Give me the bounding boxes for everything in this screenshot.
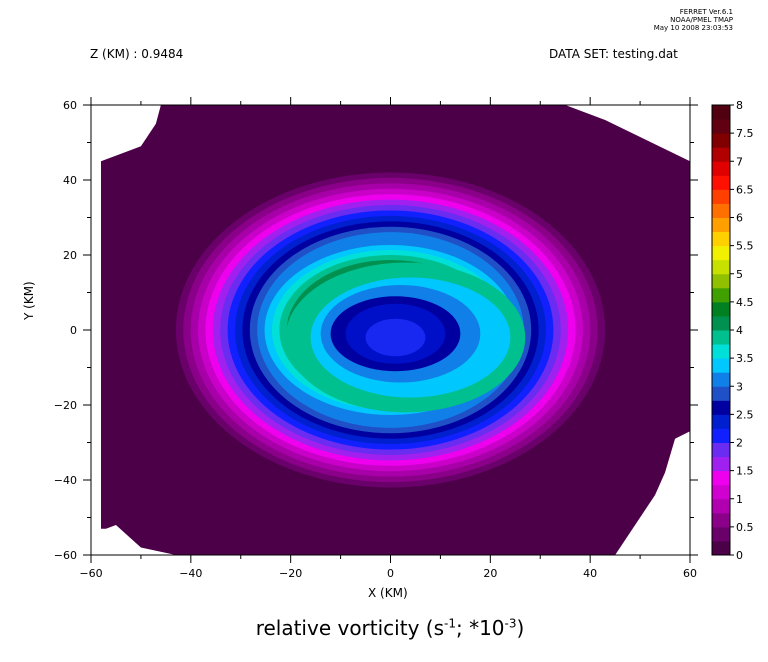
colorbar-cell [712,175,730,190]
colorbar-cell [712,386,730,401]
colorbar-label: 2 [736,437,743,450]
x-tick-label: 20 [483,567,497,580]
colorbar-cell [712,470,730,486]
colorbar-cell [712,189,730,204]
colorbar-cell [712,526,730,542]
colorbar-label: 1 [736,493,743,506]
colorbar-cell [712,358,730,373]
title-exp-1: -1 [444,616,456,631]
colorbar-label: 7.5 [736,127,754,140]
colorbar-label: 3 [736,380,743,393]
colorbar-cell [712,287,730,303]
colorbar-label: 8 [736,99,743,112]
colorbar-label: 0.5 [736,521,754,534]
colorbar-cell [712,147,730,162]
colorbar-label: 6 [736,212,743,225]
dataset-label: DATA SET: testing.dat [549,47,678,61]
colorbar-label: 2.5 [736,408,754,421]
y-tick-label: 40 [63,174,77,187]
colorbar-cell [712,105,730,120]
colorbar-label: 5.5 [736,240,754,253]
colorbar-cell [712,133,730,148]
colorbar-cell [712,414,730,429]
colorbar-cell [712,540,730,556]
x-tick-label: 60 [683,567,697,580]
colorbar-cell [712,231,730,247]
colorbar-label: 7 [736,155,743,168]
colorbar-label: 6.5 [736,183,754,196]
colorbar-cell [712,400,730,415]
colorbar-cell [712,372,730,387]
ferret-stamp: FERRET Ver.6.1 NOAA/PMEL TMAP May 10 200… [654,8,733,32]
colorbar-cell [712,217,730,233]
colorbar-label: 3.5 [736,352,754,365]
title-mid: ; *10 [455,616,505,640]
colorbar-cell [712,259,730,275]
colorbar-label: 5 [736,268,743,281]
title-exp-2: -3 [504,616,517,631]
colorbar-label: 1.5 [736,465,754,478]
colorbar-cell [712,203,730,218]
chart-title: relative vorticity (s-1; *10-3) [0,616,768,640]
colorbar-cell [712,330,730,345]
x-tick-label: −40 [179,567,202,580]
colorbar-cell [712,315,730,331]
y-axis-label: Y (KM) [22,281,36,320]
stamp-line-1: FERRET Ver.6.1 [679,8,733,16]
colorbar-label: 0 [736,549,743,562]
colorbar-cell [712,484,730,500]
colorbar-label: 4.5 [736,296,754,309]
y-tick-label: 60 [63,99,77,112]
title-units-base: (s [425,616,445,640]
y-tick-label: −60 [54,549,77,562]
colorbar-cell [712,301,730,317]
stamp-line-2: NOAA/PMEL TMAP [670,16,733,24]
y-tick-label: 20 [63,249,77,262]
colorbar-cell [712,512,730,528]
y-tick-label: −40 [54,474,77,487]
colorbar-cell [712,245,730,261]
x-tick-label: −60 [79,567,102,580]
colorbar-cell [712,498,730,514]
colorbar-cell [712,428,730,443]
colorbar-label: 4 [736,324,743,337]
x-axis-label: X (KM) [368,586,408,600]
title-text: relative vorticity [255,616,420,640]
colorbar-cell [712,442,730,458]
x-tick-label: 0 [387,567,394,580]
y-tick-label: −20 [54,399,77,412]
z-level-label: Z (KM) : 0.9484 [90,47,184,61]
colorbar-cell [712,273,730,289]
y-tick-label: 0 [70,324,77,337]
colorbar-cell [712,119,730,134]
stamp-line-3: May 10 2008 23:03:53 [653,24,733,32]
x-tick-label: 40 [583,567,597,580]
x-tick-label: −20 [279,567,302,580]
title-end: ) [516,616,525,640]
colorbar-cell [712,161,730,176]
core-center [365,318,426,357]
colorbar-cell [712,344,730,359]
colorbar-cell [712,456,730,472]
